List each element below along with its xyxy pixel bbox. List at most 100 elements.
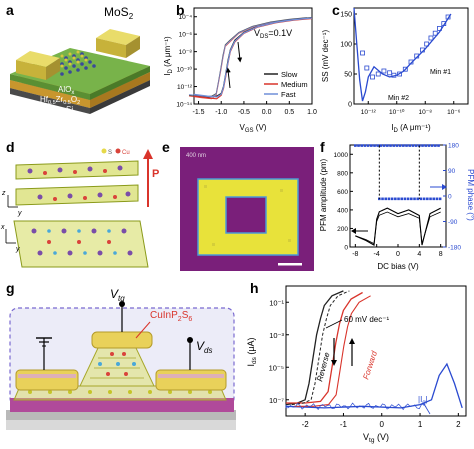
data-point-c [387,70,393,76]
xlabel-h: Vtg (V) [363,432,389,444]
phase-point-low [403,197,407,201]
phase-point-high [386,144,389,147]
x-tick-label-b: 1.0 [307,109,317,116]
y-tick-label-left-f: 200 [337,226,348,233]
x-tick-label-b: 0.5 [284,109,294,116]
xlabel-c: ID (A μm⁻¹) [391,123,431,134]
phase-point-low [397,197,400,201]
annotation-min2: Min #2 [388,95,409,102]
panel-f: f PFM amplitude (pm) PFM phase (°) DC bi… [318,135,474,275]
phase-point-low [413,197,416,201]
phase-point-high [430,144,434,147]
annotation-min1: Min #1 [430,69,451,76]
x-tick-label-h: -2 [302,420,310,429]
source-contact [15,369,79,391]
phase-point-high [395,144,399,147]
fit-line-c [353,7,452,102]
phase-point-low [416,197,420,201]
amplitude-loop-return [355,211,441,245]
phase-point-high [363,144,367,147]
data-point-c [364,65,370,71]
y-tick-label-h: 10⁻⁵ [269,363,284,372]
y-tick-label-c: 50 [344,72,352,79]
x-tick-label-f: 4 [417,251,421,258]
panel-label-a: a [6,2,14,18]
xlabel-f: DC bias (V) [377,262,419,271]
data-point-c [441,21,447,27]
phase-point-high [437,144,440,147]
y-tick-label-h: 10⁻¹ [269,298,284,307]
plot-frame-c [353,7,469,105]
xlabel-b: VGS (V) [240,123,267,134]
dielectric-layer [10,398,234,412]
phase-point-high [408,144,412,147]
data-point-c [414,53,420,59]
alox-label: AlOx [58,85,74,96]
x-tick-label-f: -4 [374,251,380,258]
series-return-b-fast [188,17,308,98]
panel-d: d S Cu P z y [0,135,160,275]
phase-point-low [429,197,432,201]
phase-point-low [394,197,397,201]
series-line-h-reverse [285,290,344,406]
x-tick-label-b: -1.0 [215,109,227,116]
panel-e: e 400 nm [160,135,318,275]
phase-point-low [432,197,436,201]
phase-point-high [389,144,392,147]
phase-point-high [414,144,418,147]
series-line-h-forward-2 [294,295,371,407]
x-tick-label-h: 1 [418,420,423,429]
phase-point-low [419,197,423,201]
x-tick-label-h: 0 [380,420,385,429]
plot-frame-f [349,144,447,248]
y-tick-label-b: 10⁻¹⁴ [176,102,192,109]
panel-label-h: h [250,280,259,296]
data-point-c [375,71,381,77]
plot-frame-h [285,285,467,417]
plot-frame-b [193,7,313,105]
ylabel-right-f: PFM phase (°) [466,169,474,221]
phase-point-low [438,197,442,201]
ylabel-c: SS (mV dec⁻¹) [321,30,330,83]
phase-point-high [373,144,376,147]
phase-point-low [406,197,410,201]
legend-cu-dot [115,148,121,154]
ylabel-left-f: PFM amplitude (pm) [319,158,328,231]
sweep-arrow-up [225,67,231,89]
axis-x-label: x [0,224,5,231]
data-point-c [445,14,451,20]
axis-y-label: y [17,210,22,217]
x-tick-label-f: -8 [352,251,358,258]
crystal-structure-d: S Cu P z y x y [0,148,159,268]
y-tick-label-b: 10⁻¹² [177,84,193,91]
phase-point-high [360,144,364,147]
x-tick-label-c: 10⁻⁸ [419,109,433,116]
y-tick-label-left-f: 800 [337,170,348,177]
panel-label-d: d [6,139,15,155]
phase-point-high [379,144,383,147]
x-tick-label-c: 10⁻¹² [361,109,377,116]
y-tick-label-h: 10⁻³ [269,331,284,340]
x-tick-label-b: -1.5 [193,109,205,116]
data-point-c [370,74,375,80]
phase-point-low [410,197,413,201]
legend-label-b: Slow [281,70,298,79]
data-point-c [408,59,414,65]
series-line-h-gate-leakage [285,362,463,409]
amplitude-loop [355,207,441,246]
drain-contact [155,369,227,391]
phase-point-low [426,197,429,201]
phase-point-high [405,144,408,147]
phase-point-high [411,144,415,147]
series-line-b-fast [193,17,313,98]
x-tick-label-c: 10⁻⁶ [447,109,461,116]
chart-c: SS (mV dec⁻¹) ID (A μm⁻¹) 150 100 50 0 10⁻¹²… [321,7,469,134]
panel-label-c: c [332,2,340,18]
y-tick-label-right-f: 180 [448,143,459,150]
y-tick-label-b: 10⁻¹⁰ [177,66,193,74]
phase-point-high [370,144,373,147]
axis-z-label: z [1,190,6,197]
y-tick-label-left-f: 600 [337,189,348,196]
chart-f: PFM amplitude (pm) PFM phase (°) DC bias… [319,143,474,272]
polarization-label: P [152,168,159,180]
